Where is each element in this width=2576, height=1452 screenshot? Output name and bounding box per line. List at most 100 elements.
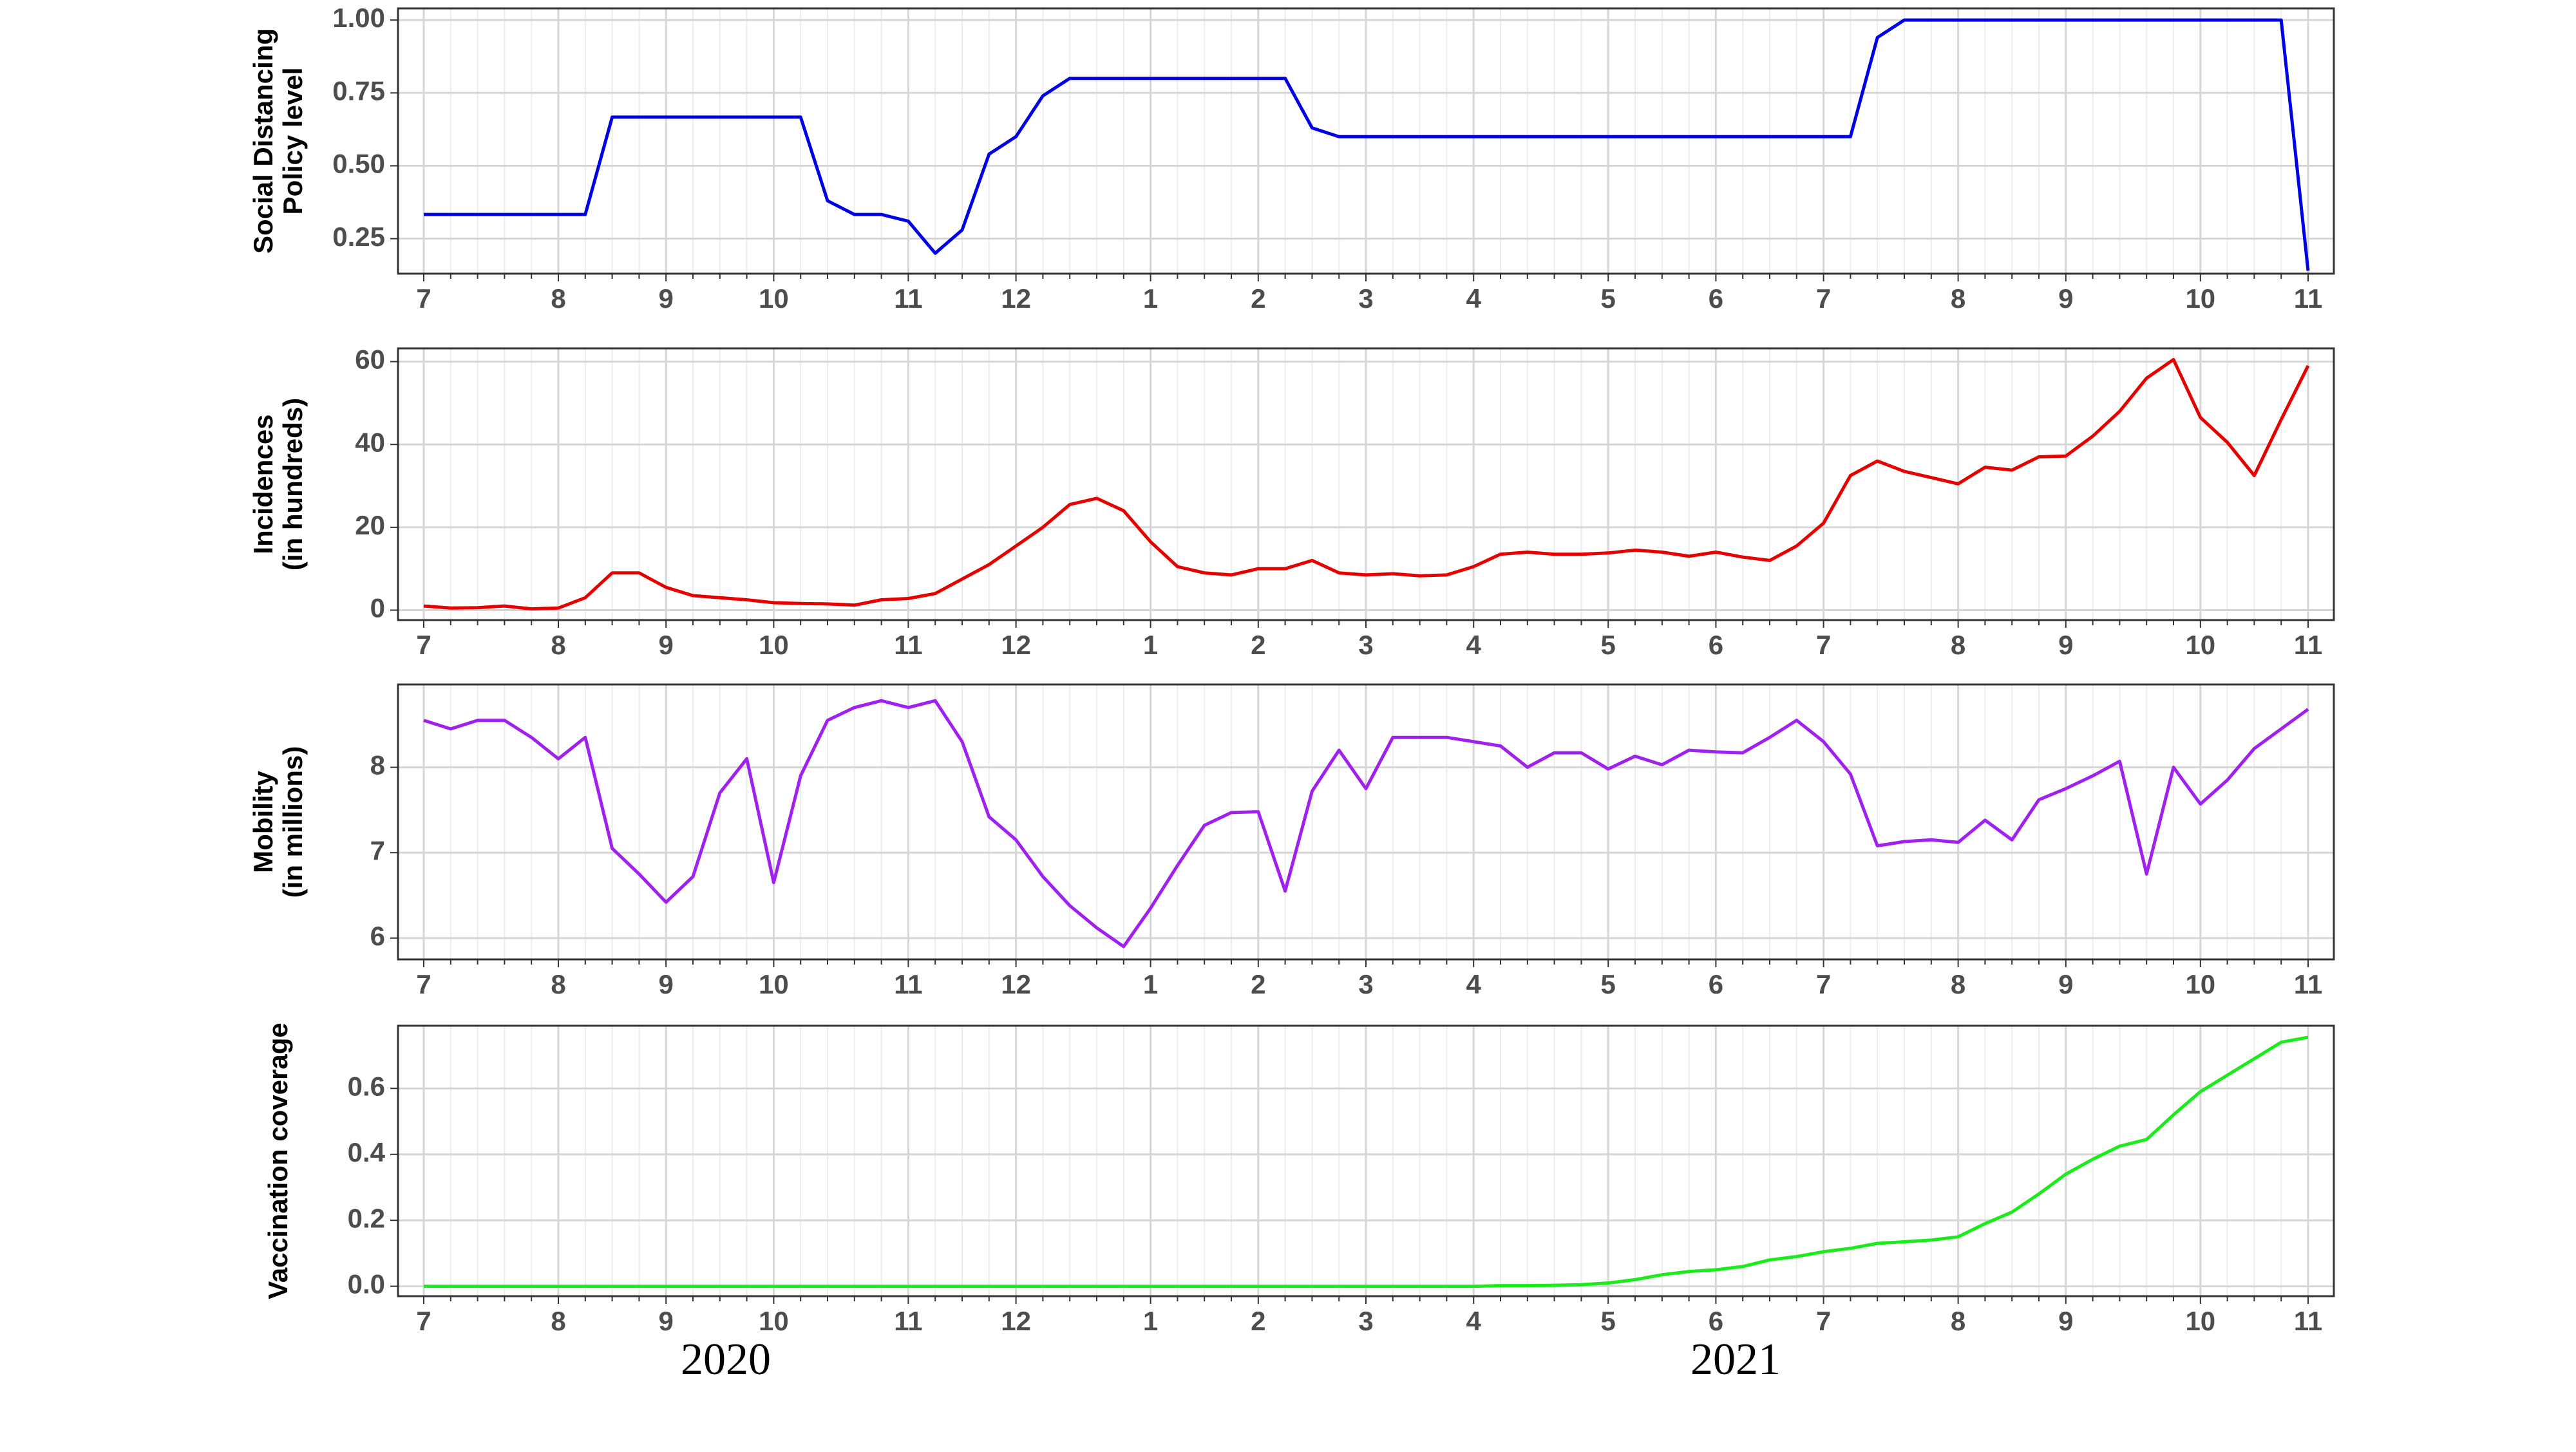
y-tick-label: 60: [355, 344, 385, 375]
x-tick-label: 1: [1143, 283, 1158, 314]
y-tick-label: 0.75: [332, 75, 385, 106]
data-line: [424, 1035, 2309, 1288]
y-tick-label: 1.00: [332, 3, 385, 33]
panel: 7 8 9 10 11 12 1 2 3 4 5 6 7 8 9 10 110.250.500.751.00So…: [248, 3, 2335, 314]
x-tick-label: 7: [1816, 283, 1831, 314]
plot-frame: [397, 1024, 2335, 1297]
y-tick-label: 0.4: [348, 1137, 386, 1167]
x-tick-label: 9: [659, 630, 674, 660]
x-tick-label: 10: [2185, 969, 2215, 999]
y-axis-label: Policy level: [278, 68, 308, 215]
x-tick-label: 6: [1709, 1306, 1723, 1336]
x-tick-label: 4: [1466, 630, 1482, 660]
y-tick-label: 40: [355, 427, 385, 457]
y-tick-label: 8: [370, 750, 385, 780]
x-tick-label: 7: [416, 1306, 431, 1336]
x-tick-label: 11: [2294, 283, 2322, 314]
x-tick-label: 11: [894, 969, 922, 999]
x-tick-label: 11: [2294, 1306, 2322, 1336]
x-tick-label: 10: [759, 630, 789, 660]
y-axis-label: (in millions): [278, 746, 308, 898]
x-tick-label: 5: [1601, 283, 1616, 314]
x-tick-label: 8: [1951, 969, 1965, 999]
x-tick-label: 9: [2058, 1306, 2073, 1336]
x-tick-label: 9: [659, 1306, 674, 1336]
x-tick-label: 8: [1951, 283, 1965, 314]
x-tick-label: 10: [759, 1306, 789, 1336]
x-tick-label: 7: [416, 283, 431, 314]
x-tick-label: 11: [2294, 969, 2322, 999]
x-tick-label: 10: [2185, 630, 2215, 660]
year-label: 2020: [681, 1335, 771, 1384]
x-tick-label: 8: [551, 1306, 565, 1336]
x-tick-label: 8: [1951, 1306, 1965, 1336]
y-tick-label: 0.0: [348, 1269, 385, 1299]
y-tick-label: 0.50: [332, 149, 385, 179]
x-tick-label: 5: [1601, 969, 1616, 999]
x-tick-label: 7: [1816, 630, 1831, 660]
data-line: [423, 357, 2310, 611]
y-tick-label: 20: [355, 510, 385, 540]
y-axis-label: Mobility: [248, 771, 278, 873]
y-tick-label: 0: [370, 593, 385, 623]
x-tick-label: 2: [1251, 283, 1265, 314]
x-tick-label: 9: [2058, 283, 2073, 314]
x-tick-label: 10: [759, 969, 789, 999]
x-tick-label: 4: [1466, 969, 1482, 999]
x-tick-label: 9: [2058, 630, 2073, 660]
x-tick-label: 1: [1143, 630, 1158, 660]
x-tick-label: 3: [1358, 630, 1373, 660]
x-tick-label: 12: [1001, 283, 1031, 314]
x-tick-label: 10: [759, 283, 789, 314]
x-tick-label: 7: [416, 969, 431, 999]
x-tick-label: 10: [2185, 283, 2215, 314]
x-tick-label: 8: [551, 969, 565, 999]
x-tick-label: 2: [1251, 969, 1265, 999]
y-tick-label: 6: [370, 921, 385, 951]
x-tick-label: 11: [2294, 630, 2322, 660]
x-tick-label: 2: [1251, 630, 1265, 660]
x-tick-label: 7: [1816, 969, 1831, 999]
y-tick-label: 0.6: [348, 1071, 385, 1101]
y-tick-label: 0.2: [348, 1203, 385, 1233]
plot-frame: [397, 347, 2335, 621]
x-tick-label: 11: [894, 1306, 922, 1336]
x-tick-label: 6: [1709, 969, 1723, 999]
data-line: [423, 699, 2309, 948]
x-tick-label: 5: [1601, 1306, 1616, 1336]
x-tick-label: 1: [1143, 969, 1158, 999]
y-axis-label: (in hundreds): [278, 398, 308, 570]
x-tick-label: 5: [1601, 630, 1616, 660]
y-axis-label: Social Distancing: [248, 28, 278, 254]
x-tick-label: 10: [2185, 1306, 2215, 1336]
x-tick-label: 9: [659, 969, 674, 999]
x-tick-label: 3: [1358, 283, 1373, 314]
x-tick-label: 4: [1466, 283, 1482, 314]
x-tick-label: 8: [551, 630, 565, 660]
year-label: 2021: [1690, 1335, 1781, 1384]
x-tick-label: 7: [1816, 1306, 1831, 1336]
x-tick-label: 7: [416, 630, 431, 660]
panel: 7 8 9 10 11 12 1 2 3 4 5 6 7 8 9 10 110204060Incidences(…: [248, 344, 2335, 660]
x-tick-label: 9: [2058, 969, 2073, 999]
x-tick-label: 4: [1466, 1306, 1482, 1336]
x-tick-label: 12: [1001, 1306, 1031, 1336]
x-tick-label: 8: [551, 283, 565, 314]
x-tick-label: 11: [894, 630, 922, 660]
y-tick-label: 0.25: [332, 222, 385, 252]
y-axis-label: Incidences: [248, 414, 278, 554]
x-tick-label: 1: [1143, 1306, 1158, 1336]
plot-frame: [397, 683, 2335, 961]
x-tick-label: 6: [1709, 630, 1723, 660]
panel: 7 8 9 10 11 12 1 2 3 4 5 6 7 8 9 10 110.00.20.40.6Vaccin…: [263, 1023, 2335, 1336]
x-tick-label: 11: [894, 283, 922, 314]
plot-frame: [397, 7, 2335, 275]
data-line: [424, 18, 2310, 271]
y-axis-label: Vaccination coverage: [263, 1023, 293, 1299]
x-tick-label: 2: [1251, 1306, 1265, 1336]
x-tick-label: 6: [1709, 283, 1723, 314]
x-tick-label: 12: [1001, 630, 1031, 660]
x-tick-label: 9: [659, 283, 674, 314]
